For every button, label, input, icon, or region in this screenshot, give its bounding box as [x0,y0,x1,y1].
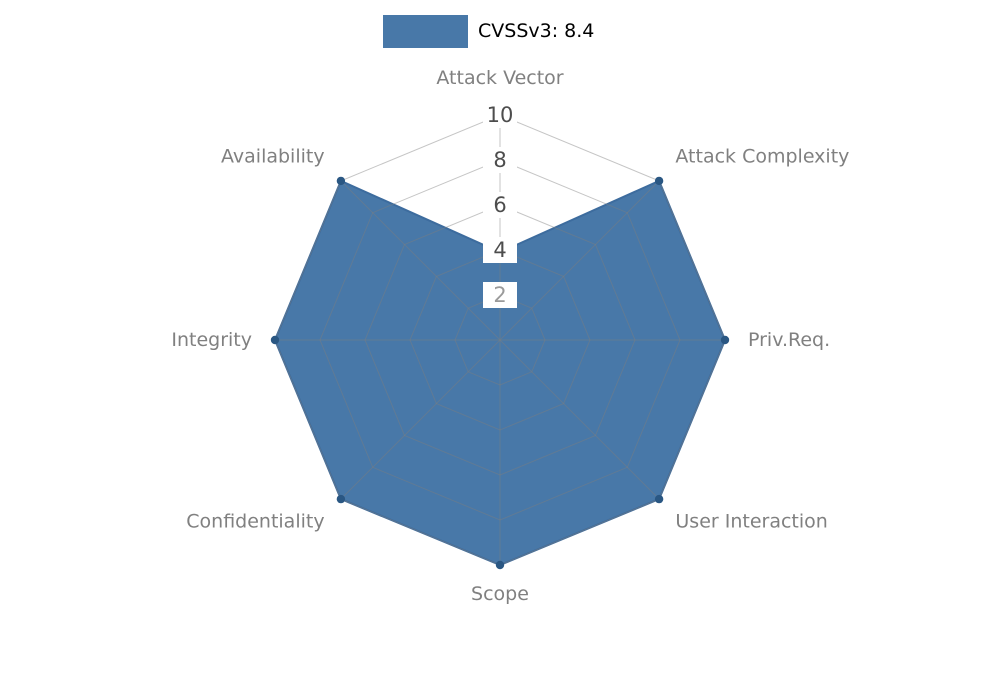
tick-label-box [483,192,517,218]
axis-label: Confidentiality [186,510,324,532]
grid-ring [454,294,546,386]
radial-tick-label: 10 [487,103,514,127]
series-marker [336,176,346,186]
grid-ring [364,204,636,476]
legend-label: CVSSv3: 8.4 [478,20,595,42]
series-marker [495,560,505,570]
radial-tick-label: 4 [493,238,506,262]
tick-label-box [483,147,517,173]
radial-tick-label: 8 [493,148,506,172]
grid-spoke [499,339,660,500]
axis-label: Priv.Req. [748,329,830,351]
series-marker [270,335,280,345]
axis-label: Attack Complexity [675,146,849,168]
series-marker [336,494,346,504]
series-marker [720,335,730,345]
legend-swatch [383,15,468,48]
tick-label-box [483,237,517,263]
axis-label: Scope [471,583,529,605]
axis-label: Attack Vector [436,67,563,89]
axis-label: User Interaction [675,510,827,532]
radial-tick-label: 6 [493,193,506,217]
grid-ring [319,159,681,521]
tick-label-box [483,282,517,308]
legend: CVSSv3: 8.4 [383,15,594,48]
axis-label: Availability [221,146,325,168]
grid-spoke [499,180,660,341]
tick-label-box [483,102,517,128]
grid-ring [409,249,591,431]
series-marker [654,176,664,186]
grid-spoke [340,180,501,341]
radial-tick-label: 2 [493,283,506,307]
axis-label: Integrity [171,329,252,351]
grid-spoke [340,339,501,500]
series-marker [654,494,664,504]
